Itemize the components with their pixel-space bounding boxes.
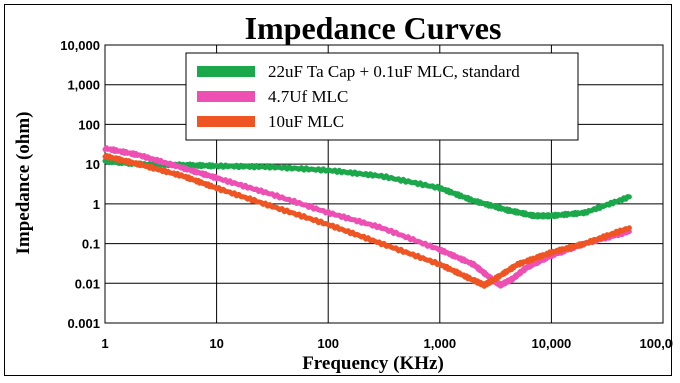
legend-label: 10uF MLC [268, 112, 344, 131]
y-tick-label: 1 [93, 197, 100, 212]
legend-label: 22uF Ta Cap + 0.1uF MLC, standard [268, 62, 520, 81]
legend-swatch [197, 66, 255, 77]
series-lines [102, 145, 632, 289]
y-tick-label: 0.01 [75, 276, 100, 291]
series-line [102, 157, 632, 220]
x-tick-label: 1,000 [424, 336, 457, 351]
legend-swatch [197, 91, 255, 102]
y-tick-label: 1,000 [67, 78, 100, 93]
y-tick-label: 0.1 [82, 237, 100, 252]
legend-swatch [197, 116, 255, 127]
x-axis-label: Frequency (KHz) [302, 353, 444, 374]
series-line [102, 152, 632, 289]
y-tick-label: 0.001 [67, 316, 100, 331]
x-tick-label: 1 [101, 336, 108, 351]
series-line [102, 145, 632, 289]
x-tick-label: 100 [317, 336, 339, 351]
chart-title: Impedance Curves [245, 10, 502, 46]
legend: 22uF Ta Cap + 0.1uF MLC, standard 4.7Uf M… [185, 52, 579, 141]
y-tick-label: 10 [86, 157, 100, 172]
impedance-chart: Impedance Curves 0.001 0.01 0.1 1 10 100 1,000… [13, 10, 673, 374]
x-tick-label: 10,000 [532, 336, 572, 351]
tick-labels: 0.001 0.01 0.1 1 10 100 1,000 10,000 1 10 100 1,000… [60, 38, 673, 351]
legend-label: 4.7Uf MLC [268, 87, 348, 106]
y-axis-label: Impedance (ohm) [13, 111, 34, 254]
chart-frame: Impedance Curves 0.001 0.01 0.1 1 10 100 1,000… [4, 4, 673, 376]
y-tick-label: 10,000 [60, 38, 100, 53]
x-tick-label: 100,000 [640, 336, 674, 351]
y-tick-label: 100 [78, 117, 100, 132]
x-tick-label: 10 [209, 336, 223, 351]
